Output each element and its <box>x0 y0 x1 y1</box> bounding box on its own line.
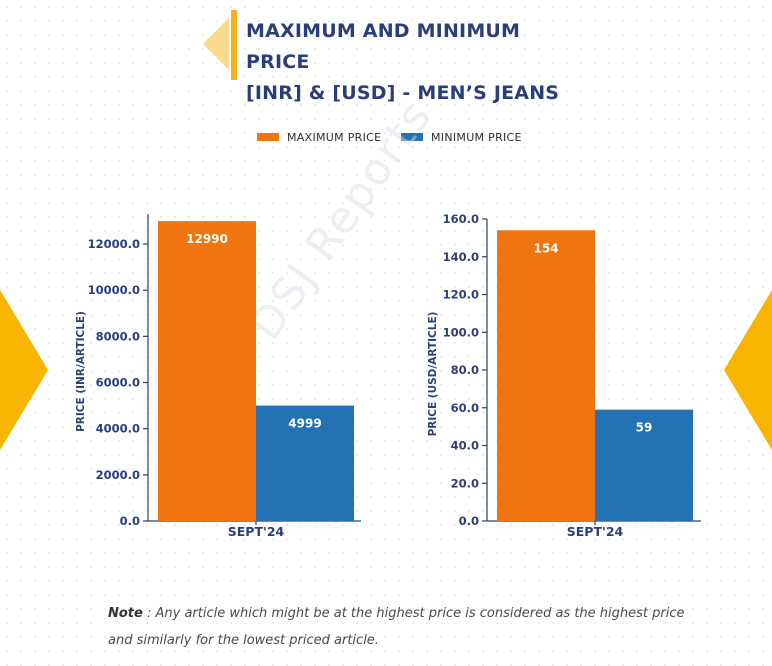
title-chevron-icon <box>203 18 229 70</box>
bar-min <box>256 405 354 521</box>
y-tick-label: 140.0 <box>443 250 479 264</box>
footnote: Note : Any article which might be at the… <box>108 600 708 654</box>
y-tick-label: 10000.0 <box>88 283 140 297</box>
title-line-1: MAXIMUM AND MINIMUM PRICE <box>246 20 521 73</box>
chart-inr: 0.0 2000.0 4000.0 6000.0 8000.0 10000.0 12000.… <box>75 214 361 539</box>
bar-min <box>595 409 693 521</box>
right-decorative-chevron <box>724 290 772 450</box>
bar-data-label: 4999 <box>288 417 321 431</box>
title-line-2: [INR] & [USD] - MEN’S JEANS <box>246 82 560 104</box>
y-tick-label: 160.0 <box>443 212 479 226</box>
legend-item-max: MAXIMUM PRICE <box>257 130 381 144</box>
note-label: Note <box>108 606 143 621</box>
bar-max <box>158 221 256 521</box>
bar-data-label: 59 <box>636 421 653 435</box>
legend-label-max: MAXIMUM PRICE <box>287 130 382 144</box>
title-block: MAXIMUM AND MINIMUM PRICE [INR] & [USD] … <box>203 6 583 104</box>
y-tick-label: 8000.0 <box>96 329 140 343</box>
page-title: MAXIMUM AND MINIMUM PRICE [INR] & [USD] … <box>246 16 586 109</box>
y-tick-label: 0.0 <box>120 514 140 528</box>
x-tick-label: SEPT'24 <box>567 524 624 539</box>
y-tick-label: 2000.0 <box>96 468 140 482</box>
y-axis-label: PRICE (USD/ARTICLE) <box>427 312 439 437</box>
y-tick-label: 40.0 <box>451 439 479 453</box>
legend-item-min: MINIMUM PRICE <box>401 130 522 144</box>
y-tick-label: 60.0 <box>451 401 479 415</box>
note-text: : Any article which might be at the high… <box>108 606 685 648</box>
x-tick-label: SEPT'24 <box>228 524 285 539</box>
y-tick-label: 20.0 <box>451 476 479 490</box>
bar-data-label: 154 <box>533 241 558 255</box>
legend-label-min: MINIMUM PRICE <box>431 130 522 144</box>
bar-max <box>497 230 595 521</box>
chart-usd: 0.0 20.0 40.0 60.0 80.0 100.0 120.0 140.0 160.0 P… <box>427 212 701 539</box>
legend-swatch-max <box>257 133 279 141</box>
y-tick-label: 80.0 <box>451 363 479 377</box>
legend-swatch-min <box>401 133 423 141</box>
y-tick-label: 4000.0 <box>96 422 140 436</box>
y-tick-label: 0.0 <box>459 514 479 528</box>
bar-data-label: 12990 <box>186 232 228 246</box>
y-tick-label: 120.0 <box>443 288 479 302</box>
y-tick-label: 6000.0 <box>96 376 140 390</box>
y-tick-label: 12000.0 <box>88 237 140 251</box>
y-tick-label: 100.0 <box>443 325 479 339</box>
y-axis-label: PRICE (INR/ARTICLE) <box>75 311 87 432</box>
left-decorative-chevron <box>0 290 48 450</box>
title-accent-bar <box>231 10 237 80</box>
